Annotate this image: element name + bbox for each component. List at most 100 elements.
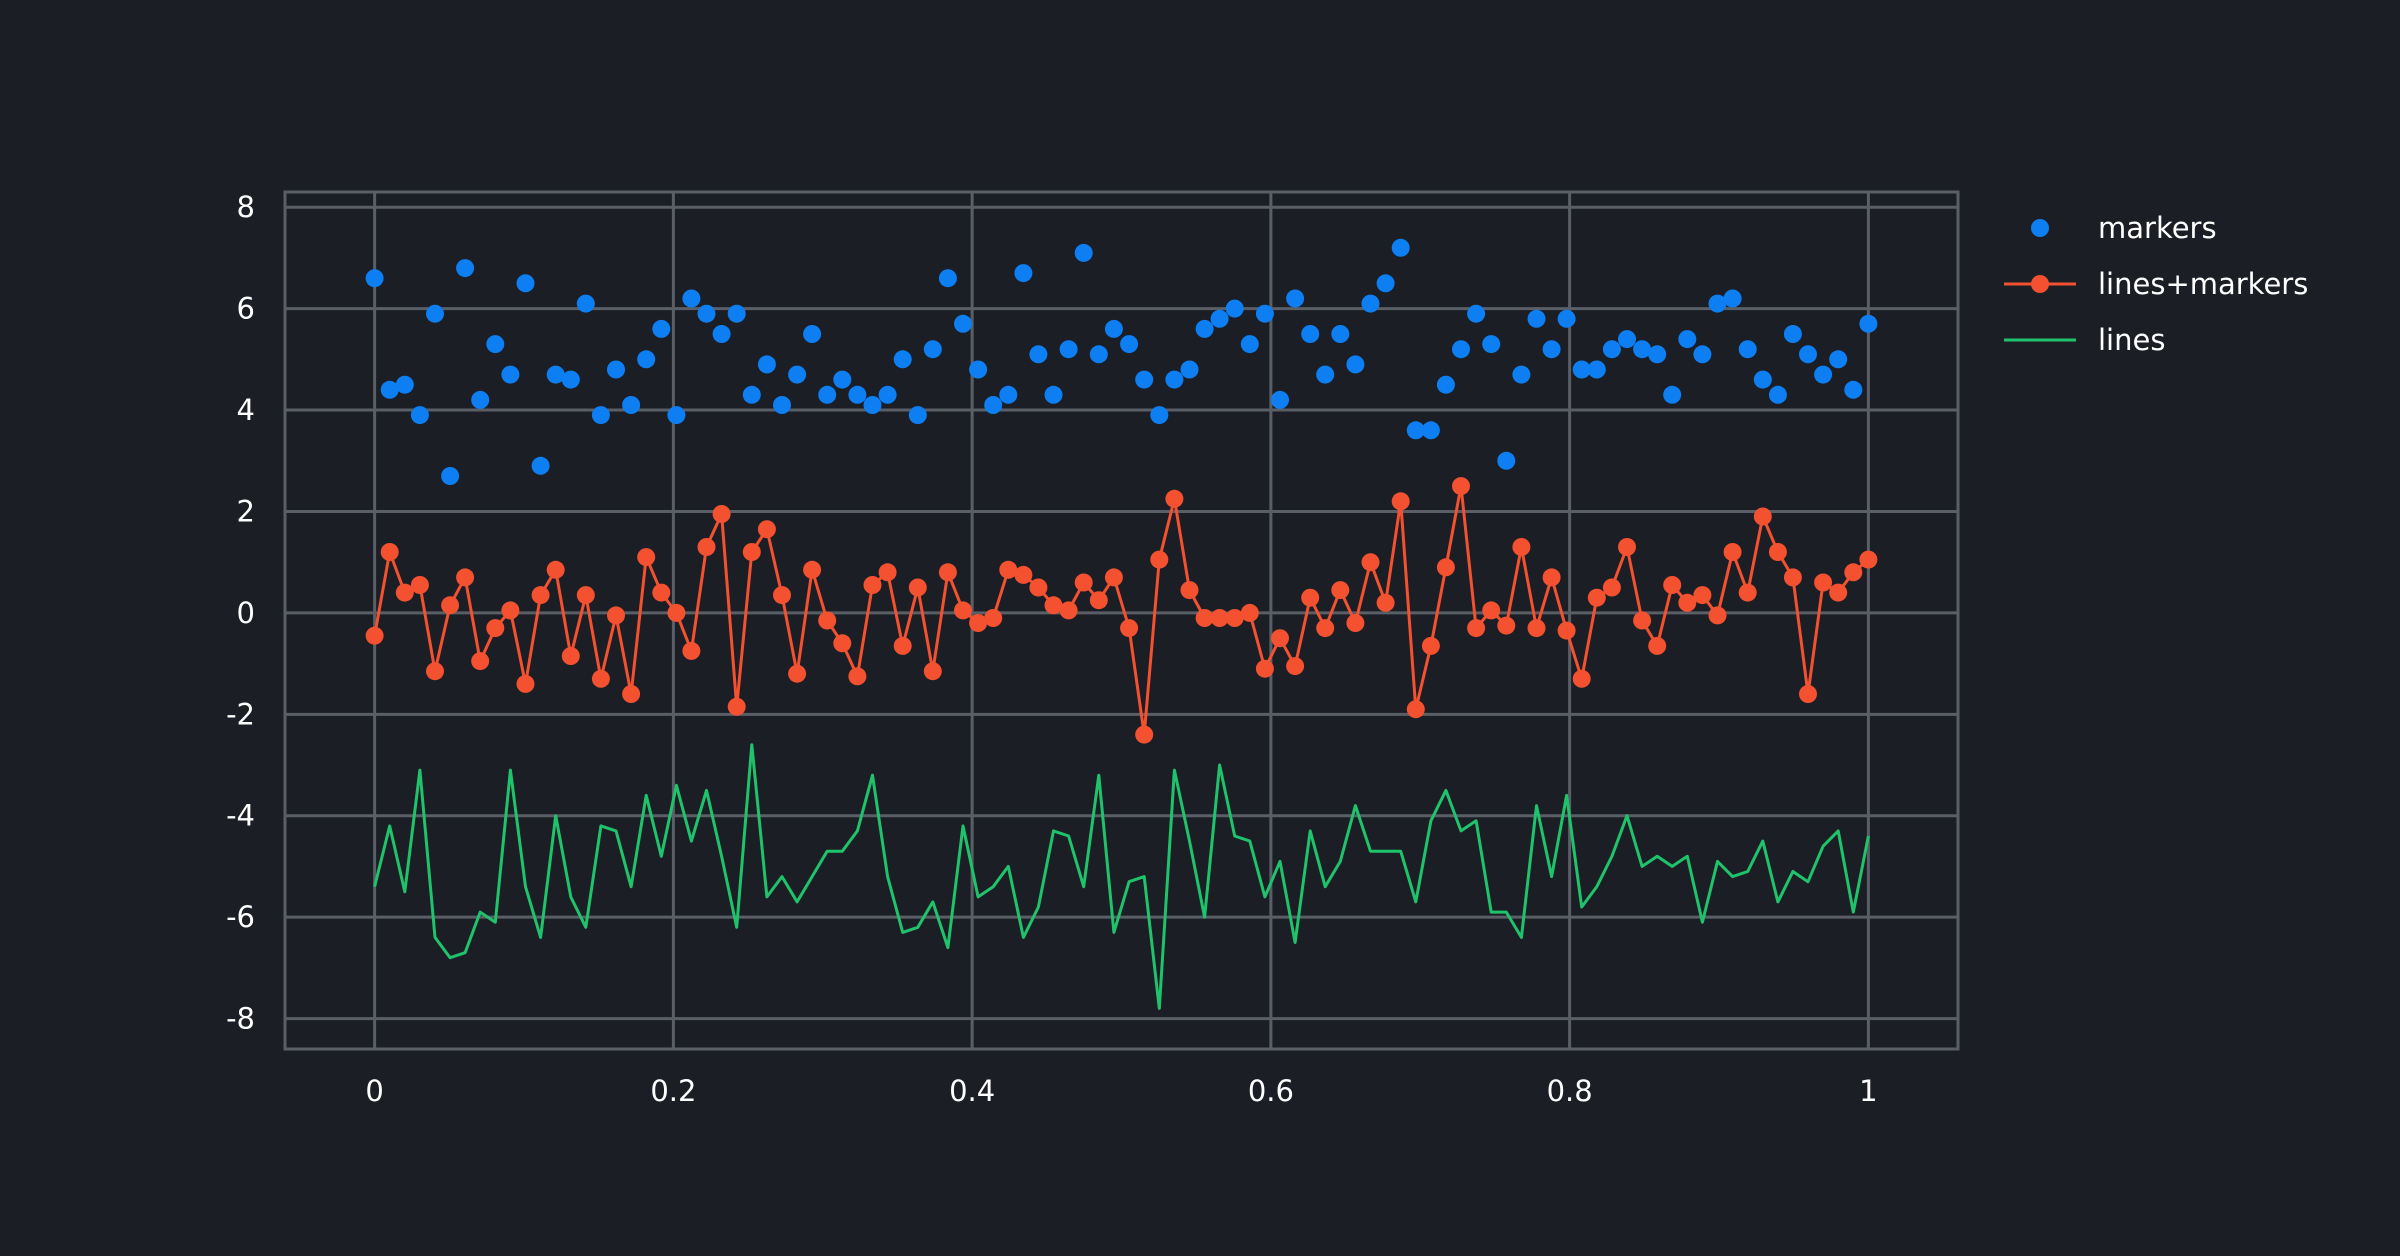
data-point <box>1482 335 1501 354</box>
data-point <box>788 664 807 683</box>
data-point <box>1150 406 1169 425</box>
data-point <box>923 340 942 359</box>
data-point <box>818 611 837 630</box>
data-point <box>426 304 444 323</box>
data-point <box>1753 507 1772 526</box>
data-point <box>1708 294 1727 313</box>
x-tick-label: 0 <box>365 1074 383 1108</box>
data-point <box>1361 553 1380 572</box>
legend-marker-swatch <box>2031 275 2049 293</box>
data-point <box>637 350 656 369</box>
data-point <box>1708 606 1727 625</box>
data-point <box>1723 543 1742 561</box>
data-point <box>1572 360 1591 379</box>
data-point <box>395 583 414 602</box>
data-point <box>803 560 822 579</box>
data-point <box>546 365 565 384</box>
data-point <box>607 360 625 379</box>
data-point <box>1467 304 1486 323</box>
data-point <box>803 325 822 343</box>
data-point <box>1120 619 1139 638</box>
data-point <box>591 669 610 688</box>
data-point <box>1467 619 1486 638</box>
data-point <box>1286 657 1305 676</box>
data-point <box>441 596 460 615</box>
legend-item: markers <box>2031 211 2217 245</box>
data-point <box>1391 238 1410 257</box>
data-point <box>1829 583 1848 602</box>
data-point <box>1180 581 1199 600</box>
data-point <box>757 520 776 539</box>
data-point <box>1557 309 1576 328</box>
data-point <box>667 406 686 425</box>
data-point <box>576 586 595 605</box>
data-point <box>727 304 746 323</box>
y-tick-label: 8 <box>237 190 255 224</box>
data-point <box>1271 629 1289 648</box>
data-point <box>999 560 1018 579</box>
data-point <box>1210 309 1229 328</box>
data-point <box>773 396 791 414</box>
data-point <box>1542 340 1561 359</box>
series-markers <box>365 238 1878 485</box>
data-point <box>1587 588 1606 607</box>
data-point <box>1286 289 1305 308</box>
data-point <box>1331 325 1350 343</box>
data-point <box>984 396 1003 414</box>
data-point <box>893 350 912 369</box>
legend: markers lines+markers lines <box>2004 211 2308 357</box>
data-point <box>546 560 565 579</box>
data-point <box>1678 330 1697 349</box>
data-point <box>1165 370 1184 389</box>
data-point <box>1044 385 1063 404</box>
data-point <box>1361 294 1380 313</box>
data-point <box>1783 325 1802 343</box>
data-point <box>1602 340 1621 359</box>
x-tick-label: 0.6 <box>1248 1074 1294 1108</box>
data-point <box>1029 578 1048 597</box>
data-point <box>607 606 625 625</box>
data-point <box>1346 614 1365 632</box>
data-point <box>969 614 988 632</box>
data-point <box>1602 578 1621 597</box>
data-point <box>1225 609 1244 627</box>
data-point <box>486 619 505 638</box>
data-point <box>1150 550 1169 569</box>
data-point <box>1618 538 1636 556</box>
data-point <box>999 385 1018 404</box>
data-point <box>1527 619 1546 638</box>
data-point <box>516 274 535 293</box>
series-lines-markers <box>365 477 1878 744</box>
data-point <box>1618 330 1636 349</box>
data-point <box>773 586 791 605</box>
data-point <box>742 543 761 561</box>
data-point <box>1859 550 1878 569</box>
data-point <box>471 390 490 409</box>
data-point <box>516 674 535 693</box>
y-tick-label: -4 <box>226 799 255 833</box>
data-point <box>1512 538 1531 556</box>
data-point <box>365 626 384 645</box>
data-point <box>1316 365 1335 384</box>
series-lines <box>373 743 1870 1010</box>
data-point <box>531 586 550 605</box>
data-point <box>1693 345 1712 364</box>
data-point <box>1135 370 1154 389</box>
data-point <box>1678 593 1697 612</box>
data-point <box>1648 636 1667 655</box>
data-point <box>456 259 475 278</box>
data-point <box>1421 421 1440 440</box>
data-point <box>1738 340 1757 359</box>
data-point <box>1497 616 1516 635</box>
data-point <box>622 685 641 703</box>
data-point <box>1195 609 1214 627</box>
data-point <box>938 269 957 288</box>
data-point <box>697 538 716 556</box>
data-point <box>1240 603 1259 622</box>
data-point <box>938 563 957 582</box>
data-point <box>757 355 776 374</box>
data-point <box>908 406 927 425</box>
data-point <box>1014 565 1033 584</box>
data-point <box>622 396 641 414</box>
data-point <box>682 289 701 308</box>
